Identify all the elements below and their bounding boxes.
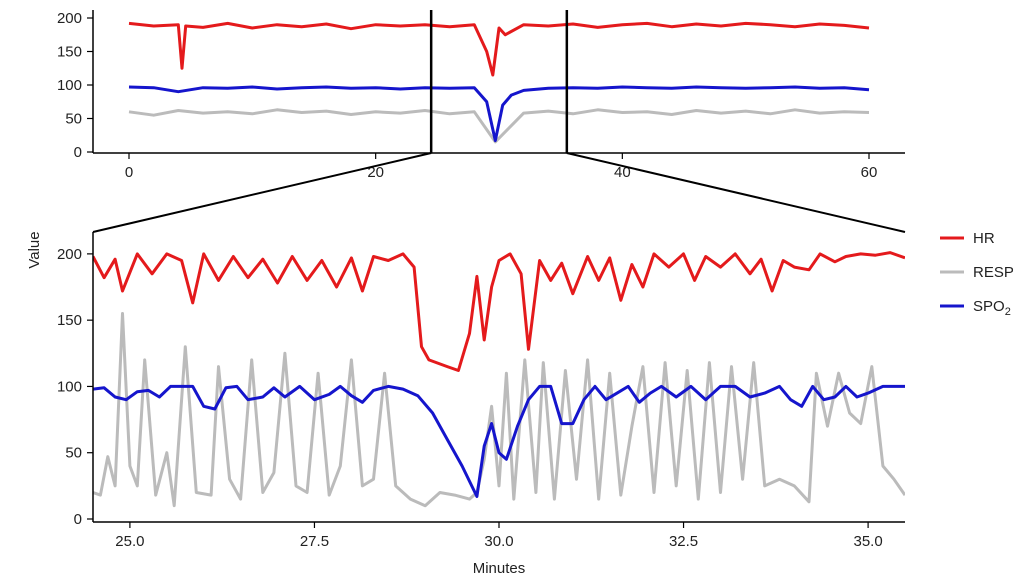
legend-item-spo2: SPO2: [940, 298, 1011, 318]
legend: HR RESP SPO2: [940, 230, 1014, 318]
overview-series-hr: [128, 21, 870, 77]
legend-label-spo2-base: SPO: [973, 298, 1005, 315]
detail-x-tick-label: 35.0: [853, 533, 882, 550]
overview-x-tick-label: 0: [125, 164, 133, 181]
detail-y-tick-label: 150: [57, 312, 82, 329]
detail-x-tick-label: 27.5: [300, 533, 329, 550]
detail-x-tick-label: 30.0: [484, 533, 513, 550]
detail-y-tick-label: 200: [57, 246, 82, 263]
overview-y-tick-label: 150: [57, 44, 82, 61]
overview-y-tick-label: 50: [65, 111, 82, 128]
connector-left: [92, 152, 432, 233]
overview-series-group: [128, 21, 870, 144]
legend-item-hr: HR: [940, 230, 995, 247]
detail-series-group: [93, 251, 905, 508]
overview-x-tick-label: 60: [861, 164, 878, 181]
zoom-connector: [92, 10, 906, 233]
detail-y-tick-label: 0: [74, 511, 82, 528]
detail-y-tick-label: 100: [57, 378, 82, 395]
detail-series-resp: [93, 312, 905, 508]
detail-x-tick-label: 25.0: [115, 533, 144, 550]
detail-y-tick-label: 50: [65, 445, 82, 462]
legend-label-spo2-sub: 2: [1005, 306, 1011, 318]
legend-label-hr: HR: [973, 230, 995, 247]
legend-label-spo2: SPO2: [973, 298, 1011, 318]
overview-series-spo: [128, 85, 870, 143]
legend-item-resp: RESP: [940, 264, 1014, 281]
overview-panel: 0 20 40 60 0 50 100 150 200: [57, 10, 905, 181]
detail-x-axis-title: Minutes: [473, 560, 526, 577]
detail-x-tick-label: 32.5: [669, 533, 698, 550]
overview-x-tick-label: 20: [367, 164, 384, 181]
detail-y-axis-title: Value: [26, 231, 43, 268]
overview-y-tick-label: 200: [57, 10, 82, 27]
overview-y-tick-label: 100: [57, 77, 82, 94]
legend-label-resp: RESP: [973, 264, 1014, 281]
overview-x-tick-label: 40: [614, 164, 631, 181]
connector-right: [566, 152, 906, 233]
overview-y-tick-label: 0: [74, 144, 82, 161]
detail-series-hr: [93, 251, 905, 372]
detail-panel: 25.0 27.5 30.0 32.5 35.0 0 50 100 150 200 Minutes V…: [26, 231, 905, 577]
detail-series-spo: [93, 384, 905, 498]
